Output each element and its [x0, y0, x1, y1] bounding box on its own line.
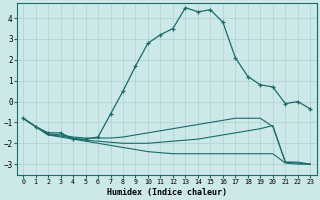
X-axis label: Humidex (Indice chaleur): Humidex (Indice chaleur) [107, 188, 227, 197]
